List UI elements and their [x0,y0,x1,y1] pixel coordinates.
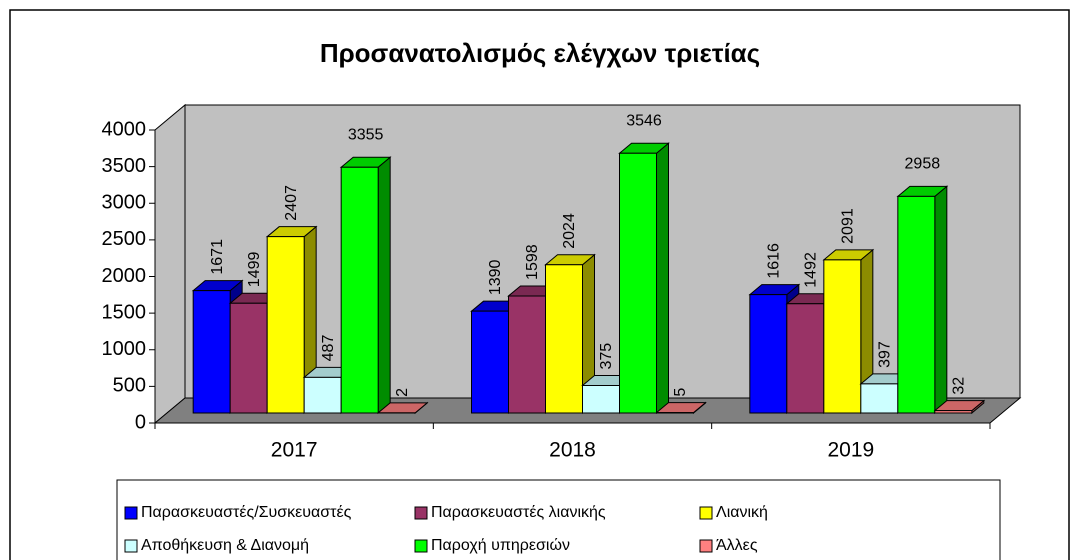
bar [265,225,318,415]
y-tick-label: 3000 [102,192,147,214]
data-label: 1598 [524,244,541,280]
bar-face [377,156,391,415]
bar-face [192,290,231,414]
y-tick-label: 500 [113,375,146,397]
data-label: 2091 [840,208,857,244]
legend-swatch [124,506,138,520]
data-label: 2024 [561,213,578,249]
y-tick-label: 2500 [102,228,147,250]
bar [933,399,986,415]
bar [822,248,875,415]
data-label: 2958 [905,156,941,173]
bar [896,185,949,415]
bar-face [934,410,973,414]
bar-face [786,303,825,414]
data-label: 397 [877,341,894,368]
bar-face [471,310,509,414]
bar-face [545,264,583,414]
bar [544,253,596,415]
bar [376,401,429,415]
data-label: 5 [672,388,689,397]
side-wall [154,103,186,425]
bar-face [619,152,657,414]
bar-face [823,259,862,414]
x-tick-label: 2017 [271,439,318,462]
bar-face [340,166,379,414]
bar [339,156,392,415]
y-tick-label: 1000 [102,338,147,360]
y-tick-label: 2000 [102,265,147,287]
data-label: 3546 [626,112,662,129]
legend-swatch [699,539,713,553]
bar-face [897,195,936,414]
bar-face [303,376,342,414]
data-label: 1390 [487,259,504,295]
legend-label: Λιανική [716,504,768,521]
data-label: 2 [394,388,411,397]
data-label: 1616 [766,243,783,279]
data-label: 1492 [803,252,820,288]
y-tick-label: 3500 [102,155,147,177]
legend-box [116,479,1001,560]
bar-face [508,295,546,414]
bar-face [582,385,620,414]
x-tick-label: 2019 [827,439,874,462]
bar-face [266,236,305,414]
legend-swatch [414,539,428,553]
bar-face [934,185,948,415]
bar-face [656,142,669,415]
bar-face [860,383,899,414]
data-label: 487 [320,335,337,362]
legend-swatch [414,506,428,520]
legend-label: Παρασκευαστές λιανικής [431,504,606,521]
legend-label: Άλλες [716,537,758,554]
chart-title: Προσανατολισμός ελέγχων τριετίας [320,38,760,68]
y-tick-label: 1500 [102,301,147,323]
y-tick-label: 0 [135,411,146,433]
data-label: 1671 [209,239,226,275]
x-tick-label: 2018 [549,439,596,462]
data-label: 32 [951,377,968,395]
legend-label: Αποθήκευση & Διανομή [141,537,309,554]
legend-label: Παρασκευαστές/Συσκευαστές [141,504,352,521]
y-tick-label: 4000 [102,118,147,140]
legend-swatch [699,506,713,520]
data-label: 3355 [348,126,384,143]
bar [655,401,707,415]
data-label: 1499 [246,252,263,288]
bar [618,142,670,415]
bar-face [749,294,788,414]
legend-swatch [124,539,138,553]
data-label: 2407 [283,185,300,221]
legend-label: Παροχή υπηρεσιών [431,537,570,554]
bar-face [229,302,268,414]
data-label: 375 [598,343,615,370]
